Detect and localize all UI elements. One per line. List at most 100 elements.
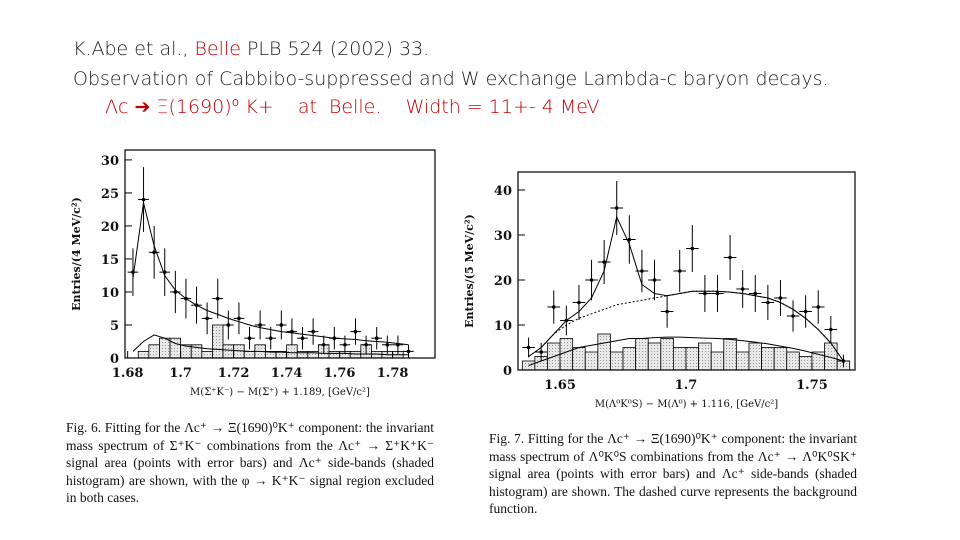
data-point <box>640 269 644 273</box>
data-point <box>205 316 209 321</box>
histogram-bin <box>673 347 687 371</box>
header-text: K.Abe et al., <box>73 38 195 60</box>
x-tick-label: 1.76 <box>324 366 356 381</box>
y-axis-label: Entries/(4 MeV/c²) <box>70 197 83 311</box>
y-tick-label: 30 <box>101 154 119 169</box>
data-point <box>141 197 146 202</box>
y-tick-label: 10 <box>494 319 512 334</box>
y-tick-label: 0 <box>503 364 512 379</box>
histogram-bin <box>584 351 599 371</box>
fit-curve <box>132 334 409 356</box>
y-tick-label: 30 <box>494 229 512 244</box>
data-point <box>321 342 326 347</box>
histogram-bin <box>212 324 224 359</box>
data-point <box>602 260 606 264</box>
data-point <box>385 342 390 347</box>
plot-frame <box>517 171 856 371</box>
y-tick-label: 10 <box>101 286 119 301</box>
histogram-bin <box>647 342 662 371</box>
fit-curve <box>132 202 409 346</box>
data-point <box>364 342 368 347</box>
histogram-bin <box>698 342 712 371</box>
y-tick-label: 15 <box>101 253 119 268</box>
data-point <box>353 329 358 334</box>
data-point <box>816 305 821 309</box>
histogram-bin <box>798 356 813 371</box>
data-point <box>627 237 632 242</box>
x-tick-label: 1.68 <box>112 366 144 381</box>
data-point <box>778 296 783 300</box>
histogram-bin <box>748 342 762 371</box>
histogram-bin <box>635 338 649 371</box>
data-point <box>300 336 305 340</box>
data-point <box>652 278 657 282</box>
data-point <box>268 336 273 340</box>
histogram-bin <box>660 338 674 371</box>
data-point <box>152 250 156 255</box>
data-point <box>343 342 347 347</box>
x-tick-label: 1.74 <box>271 366 303 381</box>
histogram-bin <box>137 350 150 359</box>
data-point <box>406 349 411 354</box>
histogram-bin <box>328 350 341 359</box>
histogram-bin <box>723 338 737 371</box>
histogram-bin <box>786 351 800 371</box>
histogram-bin <box>243 350 256 359</box>
x-tick-label: 1.7 <box>675 378 698 393</box>
data-point <box>728 255 732 260</box>
histogram-bin <box>761 347 775 371</box>
fit-curve <box>528 336 844 366</box>
plot-frame <box>124 149 436 359</box>
data-point <box>311 329 315 334</box>
data-point <box>237 316 241 321</box>
data-point <box>665 309 669 314</box>
y-axis-label: Entries/(5 MeV/c²) <box>463 214 476 328</box>
header-highlight: Belle <box>194 38 241 60</box>
y-tick-label: 25 <box>101 187 119 202</box>
histogram-bin <box>286 344 298 359</box>
data-point <box>226 323 231 327</box>
data-point <box>791 314 795 318</box>
histogram-bin <box>572 347 586 371</box>
header-line: Observation of Cabbibo-suppressed and W … <box>73 68 829 90</box>
histogram-bin <box>201 350 213 359</box>
data-point <box>215 296 220 301</box>
data-point <box>703 291 707 296</box>
x-axis-label: M(Σ⁺K⁻) − M(Σ⁺) + 1.189, [GeV/c²] <box>190 387 370 398</box>
data-point <box>766 300 770 305</box>
y-tick-label: 20 <box>101 220 119 235</box>
data-point <box>753 291 758 296</box>
histogram-bin <box>597 333 611 371</box>
header-text: PLB 524 (2002) 33. <box>240 38 430 60</box>
histogram-bin <box>710 351 725 371</box>
data-point <box>803 309 808 314</box>
y-tick-label: 40 <box>494 184 512 199</box>
x-tick-label: 1.75 <box>796 378 828 393</box>
histogram-bin <box>559 338 574 371</box>
x-axis-label: M(Λ⁰K⁰S) − M(Λ⁰) + 1.116, [GeV/c²] <box>595 399 778 410</box>
data-point <box>589 278 594 282</box>
histogram-bin <box>685 347 699 371</box>
y-tick-label: 20 <box>494 274 512 289</box>
data-point <box>740 287 745 291</box>
data-point <box>279 323 284 327</box>
x-tick-label: 1.65 <box>544 378 576 393</box>
figure-caption: Fig. 7. Fitting for the Λc⁺ → Ξ(1690)⁰K⁺… <box>489 431 857 516</box>
data-point <box>677 269 682 273</box>
data-point <box>715 291 720 296</box>
histogram-bin <box>148 344 160 359</box>
y-tick-label: 0 <box>110 352 119 367</box>
histogram-bin <box>622 347 637 371</box>
histogram-bin <box>735 351 750 371</box>
histogram-bin <box>521 360 536 371</box>
data-point <box>258 323 262 327</box>
header-line: Λc ➔ Ξ(1690)⁰ K+ at Belle. Width = 11+- … <box>105 96 600 118</box>
data-point <box>374 336 379 340</box>
figure-caption: Fig. 6. Fitting for the Λc⁺ → Ξ(1690)⁰K⁺… <box>66 420 434 505</box>
data-point <box>247 336 252 340</box>
histogram-bin <box>349 350 362 359</box>
header-line: K.Abe et al., Belle PLB 524 (2002) 33. <box>73 38 429 60</box>
data-point <box>614 206 619 210</box>
